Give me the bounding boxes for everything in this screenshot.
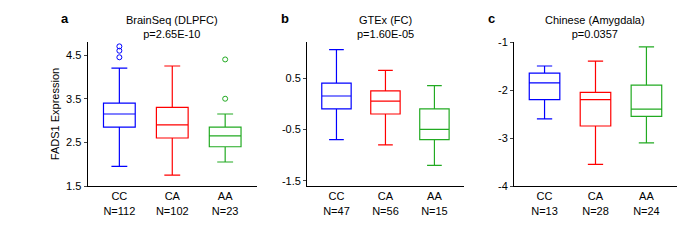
svg-text:GTEx (FC)p=1.60E-05: GTEx (FC)p=1.60E-05 — [357, 14, 414, 40]
svg-text:AAN=24: AAN=24 — [633, 190, 660, 216]
svg-text:0.5: 0.5 — [286, 72, 301, 84]
svg-text:1.5: 1.5 — [66, 180, 81, 192]
svg-text:4.5: 4.5 — [66, 49, 81, 61]
svg-text:Chinese (Amygdala)p=0.0357: Chinese (Amygdala)p=0.0357 — [545, 14, 645, 40]
svg-text:BrainSeq (DLPFC)p=2.65E-10: BrainSeq (DLPFC)p=2.65E-10 — [126, 14, 218, 40]
svg-text:FADS1 Expression: FADS1 Expression — [49, 68, 61, 160]
svg-text:CAN=56: CAN=56 — [372, 190, 399, 216]
svg-text:CCN=47: CCN=47 — [323, 190, 350, 216]
svg-text:CAN=102: CAN=102 — [156, 190, 189, 216]
svg-text:AAN=15: AAN=15 — [421, 190, 448, 216]
svg-text:-4: -4 — [498, 180, 508, 192]
svg-text:-1: -1 — [498, 36, 508, 48]
svg-text:-1.5: -1.5 — [282, 175, 301, 187]
svg-text:-3: -3 — [498, 132, 508, 144]
svg-text:CAN=28: CAN=28 — [582, 190, 609, 216]
svg-text:b: b — [281, 11, 289, 26]
svg-text:AAN=23: AAN=23 — [212, 190, 239, 216]
svg-text:-2: -2 — [498, 84, 508, 96]
svg-text:-0.5: -0.5 — [282, 123, 301, 135]
svg-text:3.5: 3.5 — [66, 93, 81, 105]
svg-text:2.5: 2.5 — [66, 136, 81, 148]
svg-text:a: a — [61, 11, 69, 26]
svg-text:CCN=112: CCN=112 — [103, 190, 135, 216]
svg-text:CCN=13: CCN=13 — [531, 190, 558, 216]
svg-text:c: c — [488, 11, 495, 26]
